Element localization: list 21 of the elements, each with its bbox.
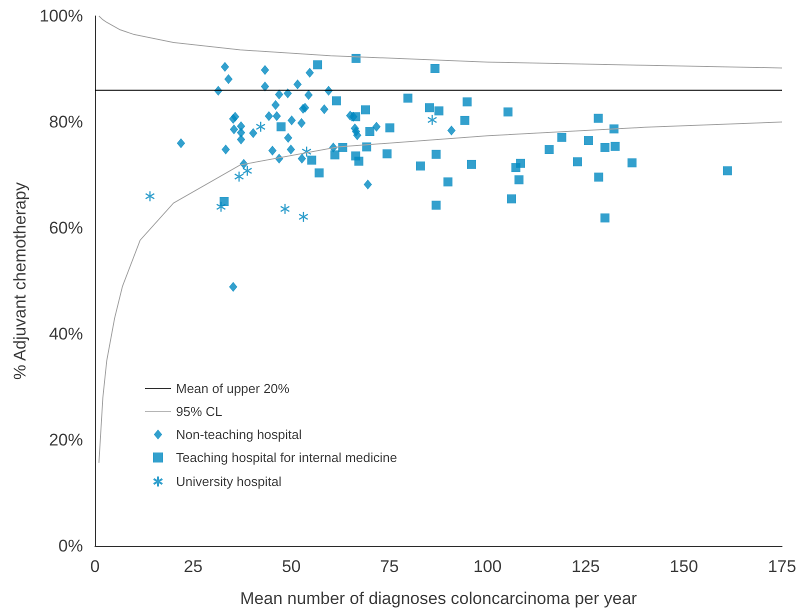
y-tick-label: 40%	[48, 324, 83, 344]
y-tick-label: 100%	[40, 6, 83, 26]
y-tick-label: 60%	[48, 218, 83, 238]
x-tick-label: 25	[184, 557, 203, 576]
legend-label: Non-teaching hospital	[176, 427, 302, 442]
y-tick-label: 0%	[58, 536, 83, 556]
legend-label: Teaching hospital for internal medicine	[176, 450, 398, 465]
x-tick-label: 175	[768, 557, 796, 576]
legend-label: University hospital	[176, 474, 282, 489]
y-tick-label: 20%	[48, 430, 83, 450]
x-tick-label: 125	[572, 557, 600, 576]
x-tick-label: 50	[282, 557, 301, 576]
legend-label: Mean of upper 20%	[176, 381, 290, 396]
y-tick-label: 80%	[48, 112, 83, 132]
x-tick-label: 150	[670, 557, 698, 576]
legend-label: 95% CL	[176, 404, 222, 419]
x-tick-label: 75	[380, 557, 399, 576]
y-axis-title: % Adjuvant chemotherapy	[10, 182, 30, 380]
x-axis-title: Mean number of diagnoses coloncarcinoma per year	[240, 589, 638, 608]
x-tick-label: 100	[473, 557, 502, 576]
x-tick-label: 0	[90, 557, 100, 576]
